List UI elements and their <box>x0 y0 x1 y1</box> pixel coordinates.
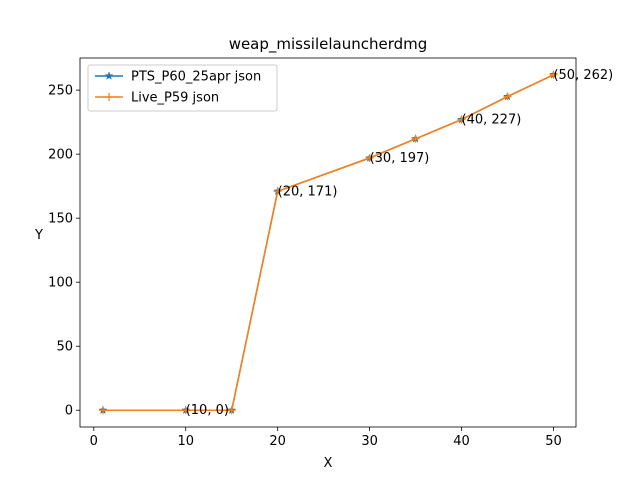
series-2-point <box>227 406 236 415</box>
series-2-point <box>503 92 512 101</box>
legend-label: Live_P59 json <box>131 91 219 106</box>
legend-box <box>87 64 278 112</box>
y-axis-label: Y <box>34 228 43 243</box>
data-annotation: (50, 262) <box>553 68 613 83</box>
data-annotation: (10, 0) <box>186 403 229 418</box>
data-annotation: (30, 197) <box>370 151 430 166</box>
legend-swatch-marker <box>105 93 113 101</box>
series-2-point <box>181 406 190 415</box>
y-tick-label: 0 <box>65 404 73 419</box>
series-2-point <box>457 115 466 124</box>
data-annotation: (40, 227) <box>462 113 522 128</box>
y-tick-label: 200 <box>48 148 73 163</box>
x-tick-label: 50 <box>545 434 562 449</box>
y-tick-label: 50 <box>56 340 73 355</box>
legend-label: PTS_P60_25apr json <box>131 70 261 85</box>
x-tick-label: 20 <box>269 434 286 449</box>
x-axis-label: X <box>324 456 333 471</box>
plot-area: 0 10 20 30 40 50 0 50 100 150 200 250 (10, 0) (20, 17… <box>48 57 613 449</box>
x-tick-label: 0 <box>90 434 98 449</box>
series-2-point <box>365 153 374 162</box>
y-tick-label: 150 <box>48 212 73 227</box>
x-tick-label: 40 <box>453 434 470 449</box>
legend-swatch-marker <box>104 71 114 80</box>
plot-frame <box>79 57 577 428</box>
y-tick-label: 250 <box>48 84 73 99</box>
chart-title: weap_missilelauncherdmg <box>229 35 428 54</box>
series-2-point <box>549 70 558 79</box>
series-2-point <box>411 134 420 143</box>
x-tick-label: 10 <box>177 434 194 449</box>
series-2-point <box>273 187 282 196</box>
y-tick-label: 100 <box>48 276 73 291</box>
series-2-point <box>98 406 107 415</box>
x-tick-label: 30 <box>361 434 378 449</box>
data-annotation: (20, 171) <box>278 184 338 199</box>
